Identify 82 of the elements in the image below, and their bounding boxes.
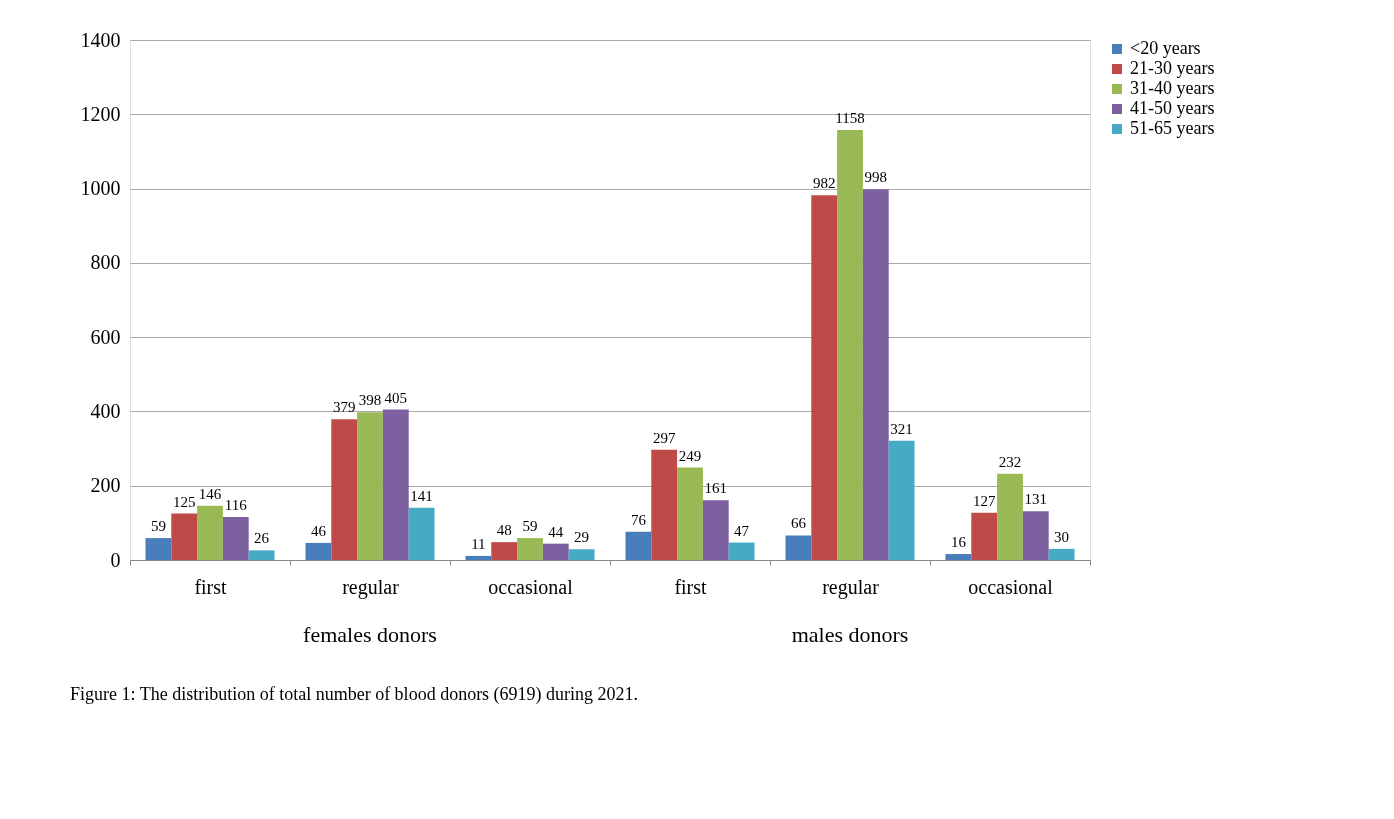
y-tick-label: 1000 xyxy=(80,177,121,200)
data-label: 127 xyxy=(972,492,996,509)
y-tick-label: 1200 xyxy=(80,102,121,125)
bar xyxy=(465,555,492,560)
data-label: 125 xyxy=(172,493,196,510)
bar xyxy=(997,473,1023,560)
data-label: 47 xyxy=(734,522,750,539)
bar xyxy=(248,550,275,560)
legend-label: 41-50 years xyxy=(1130,98,1215,118)
data-label: 398 xyxy=(358,392,382,409)
bar xyxy=(408,507,435,560)
bar xyxy=(171,513,198,560)
bar xyxy=(491,542,518,560)
y-tick-label: 200 xyxy=(90,474,121,497)
y-tick-label: 600 xyxy=(90,325,121,348)
legend-label: 21-30 years xyxy=(1130,58,1215,78)
data-label: 131 xyxy=(1024,491,1048,508)
bar xyxy=(1048,548,1075,560)
data-label: 16 xyxy=(950,534,967,551)
x-tick-label: first xyxy=(194,575,228,598)
bar xyxy=(728,542,755,560)
legend-label: 51-65 years xyxy=(1130,118,1215,138)
data-label: 59 xyxy=(522,518,538,535)
data-label: 405 xyxy=(384,389,408,406)
data-label: 30 xyxy=(1054,528,1070,545)
data-label: 46 xyxy=(310,522,327,539)
data-label: 982 xyxy=(812,175,836,192)
x-tick-label: first xyxy=(674,575,708,598)
bar xyxy=(357,412,383,560)
bar xyxy=(677,467,703,560)
bar xyxy=(222,516,249,560)
data-label: 29 xyxy=(574,529,590,546)
bar xyxy=(625,531,652,560)
bar xyxy=(702,500,729,560)
bar xyxy=(785,535,812,560)
bar xyxy=(305,542,332,560)
x-tick-label: regular xyxy=(822,575,880,599)
x-tick-label: occasional xyxy=(488,575,574,598)
x-tick-label: regular xyxy=(342,575,400,599)
data-label: 11 xyxy=(471,535,486,552)
data-label: 998 xyxy=(864,169,888,186)
legend-label: <20 years xyxy=(1130,38,1201,58)
text: females donors xyxy=(303,622,437,647)
data-label: 48 xyxy=(496,522,512,539)
legend-label: 31-40 years xyxy=(1130,78,1215,98)
y-tick-label: 400 xyxy=(90,399,121,422)
bar xyxy=(382,409,409,560)
y-tick-label: 1400 xyxy=(80,28,121,51)
data-label: 1158 xyxy=(835,109,865,126)
data-label: 44 xyxy=(548,523,564,540)
bar xyxy=(145,538,172,560)
bar xyxy=(1022,511,1049,560)
data-label: 161 xyxy=(704,480,728,497)
bar xyxy=(971,512,998,560)
data-label: 297 xyxy=(652,429,676,446)
bar xyxy=(331,419,358,560)
bar xyxy=(811,195,838,560)
data-label: 76 xyxy=(630,511,647,528)
bar xyxy=(542,543,569,560)
bar xyxy=(568,549,595,560)
data-label: 141 xyxy=(410,487,433,504)
data-label: 232 xyxy=(998,453,1022,470)
data-label: 26 xyxy=(254,530,270,547)
data-label: 116 xyxy=(224,496,248,513)
data-label: 59 xyxy=(150,518,166,535)
data-label: 321 xyxy=(890,420,913,437)
data-label: 146 xyxy=(198,485,222,502)
bar xyxy=(945,554,972,560)
y-tick-label: 800 xyxy=(90,251,121,274)
bar xyxy=(837,129,863,560)
bar xyxy=(862,189,889,560)
bar xyxy=(888,440,915,560)
text: males donors xyxy=(791,622,909,647)
y-tick-label: 0 xyxy=(110,548,121,571)
bar xyxy=(197,505,223,560)
x-tick-label: occasional xyxy=(968,575,1054,598)
data-label: 66 xyxy=(790,515,807,532)
data-label: 379 xyxy=(332,399,356,416)
bar xyxy=(517,538,543,560)
bar xyxy=(651,449,678,560)
caption: Figure 1: The distribution of total number of blood donors (6919) during 2021. xyxy=(70,684,639,705)
data-label: 249 xyxy=(678,447,702,464)
